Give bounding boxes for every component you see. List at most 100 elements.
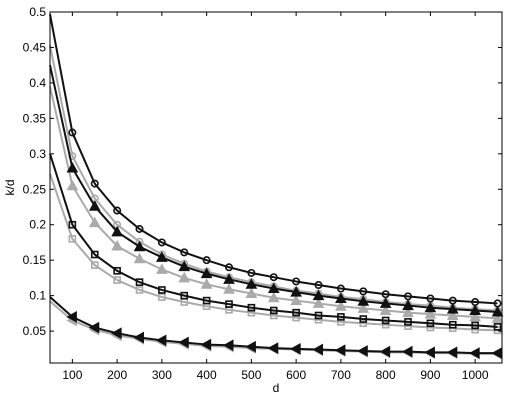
x-tick-label: 800 [376, 368, 396, 382]
data-point [113, 206, 122, 215]
data-point [88, 216, 101, 228]
data-point [379, 304, 392, 316]
data-point [312, 289, 325, 301]
data-point [200, 338, 212, 351]
data-point [312, 297, 325, 308]
data-point [402, 306, 414, 318]
data-point [135, 224, 144, 233]
data-point [111, 225, 123, 237]
series [49, 296, 503, 359]
data-point [357, 302, 370, 313]
data-point [156, 251, 168, 262]
data-point [113, 267, 121, 275]
series-line [49, 153, 498, 328]
x-tick-label: 600 [286, 368, 306, 382]
data-point [379, 297, 392, 308]
y-tick-label: 0.45 [23, 40, 47, 54]
x-tick-label: 700 [331, 368, 351, 382]
data-point [68, 128, 77, 137]
data-point [426, 319, 435, 328]
data-point [469, 304, 481, 316]
data-point [245, 278, 258, 289]
data-point [158, 293, 166, 301]
data-point [223, 273, 235, 284]
data-point [245, 340, 256, 353]
data-point [88, 200, 101, 211]
data-point [337, 313, 345, 321]
data-point [469, 310, 481, 322]
data-point [68, 220, 77, 229]
x-tick-label: 100 [62, 368, 82, 382]
data-point [493, 323, 502, 331]
data-point [202, 296, 211, 305]
data-point [267, 282, 280, 294]
data-point [337, 318, 345, 326]
data-point [90, 250, 99, 259]
data-point [446, 309, 459, 320]
data-point [247, 308, 256, 317]
data-point [267, 291, 280, 303]
data-point [223, 283, 235, 294]
y-tick-label: 0.2 [29, 218, 46, 232]
data-point [312, 343, 324, 356]
series [49, 13, 502, 308]
x-axis-label: d [273, 381, 280, 395]
data-point [359, 319, 368, 328]
data-point [269, 311, 278, 320]
data-point [426, 323, 435, 332]
data-point [290, 342, 301, 355]
data-point [401, 345, 413, 358]
data-point [379, 345, 391, 358]
x-tick-label: 300 [152, 368, 172, 382]
data-point [335, 300, 347, 311]
data-point [491, 312, 504, 323]
data-point [178, 336, 189, 349]
data-point [292, 313, 300, 322]
data-point [471, 325, 479, 334]
data-point [90, 179, 99, 188]
series-line [49, 64, 498, 313]
data-point [404, 322, 412, 330]
data-point [200, 267, 213, 279]
x-tick-label: 900 [420, 368, 440, 382]
data-point [357, 295, 370, 306]
data-point [66, 161, 79, 173]
data-point [446, 346, 458, 359]
y-tick-label: 0.05 [23, 324, 47, 338]
data-point [247, 268, 256, 277]
data-point [314, 280, 323, 289]
data-point [448, 320, 457, 329]
data-point [66, 311, 77, 323]
data-point [357, 345, 368, 357]
y-tick-label: 0.25 [23, 182, 47, 196]
x-tick-label: 1000 [462, 368, 489, 382]
data-point [113, 276, 121, 284]
data-point [178, 271, 191, 283]
y-tick-label: 0.35 [23, 111, 47, 125]
data-point [381, 316, 390, 325]
y-tick-label: 0.5 [29, 5, 46, 19]
series-layer [49, 13, 504, 360]
data-point [135, 286, 144, 294]
series-line [49, 173, 498, 332]
data-point [336, 284, 345, 293]
data-point [471, 321, 479, 330]
data-point [314, 311, 323, 320]
data-point [267, 342, 279, 354]
data-point [404, 318, 412, 326]
x-tick-label: 400 [197, 368, 217, 382]
y-tick-label: 0.15 [23, 253, 47, 267]
series [49, 173, 502, 335]
data-point [202, 256, 211, 265]
data-point [225, 263, 234, 272]
data-point [111, 239, 123, 251]
data-point [359, 315, 368, 323]
data-point [381, 320, 390, 329]
series [49, 153, 502, 331]
data-point [225, 300, 233, 308]
data-point [269, 273, 278, 282]
data-point [402, 299, 414, 311]
data-point [222, 339, 234, 352]
data-point [68, 235, 77, 243]
